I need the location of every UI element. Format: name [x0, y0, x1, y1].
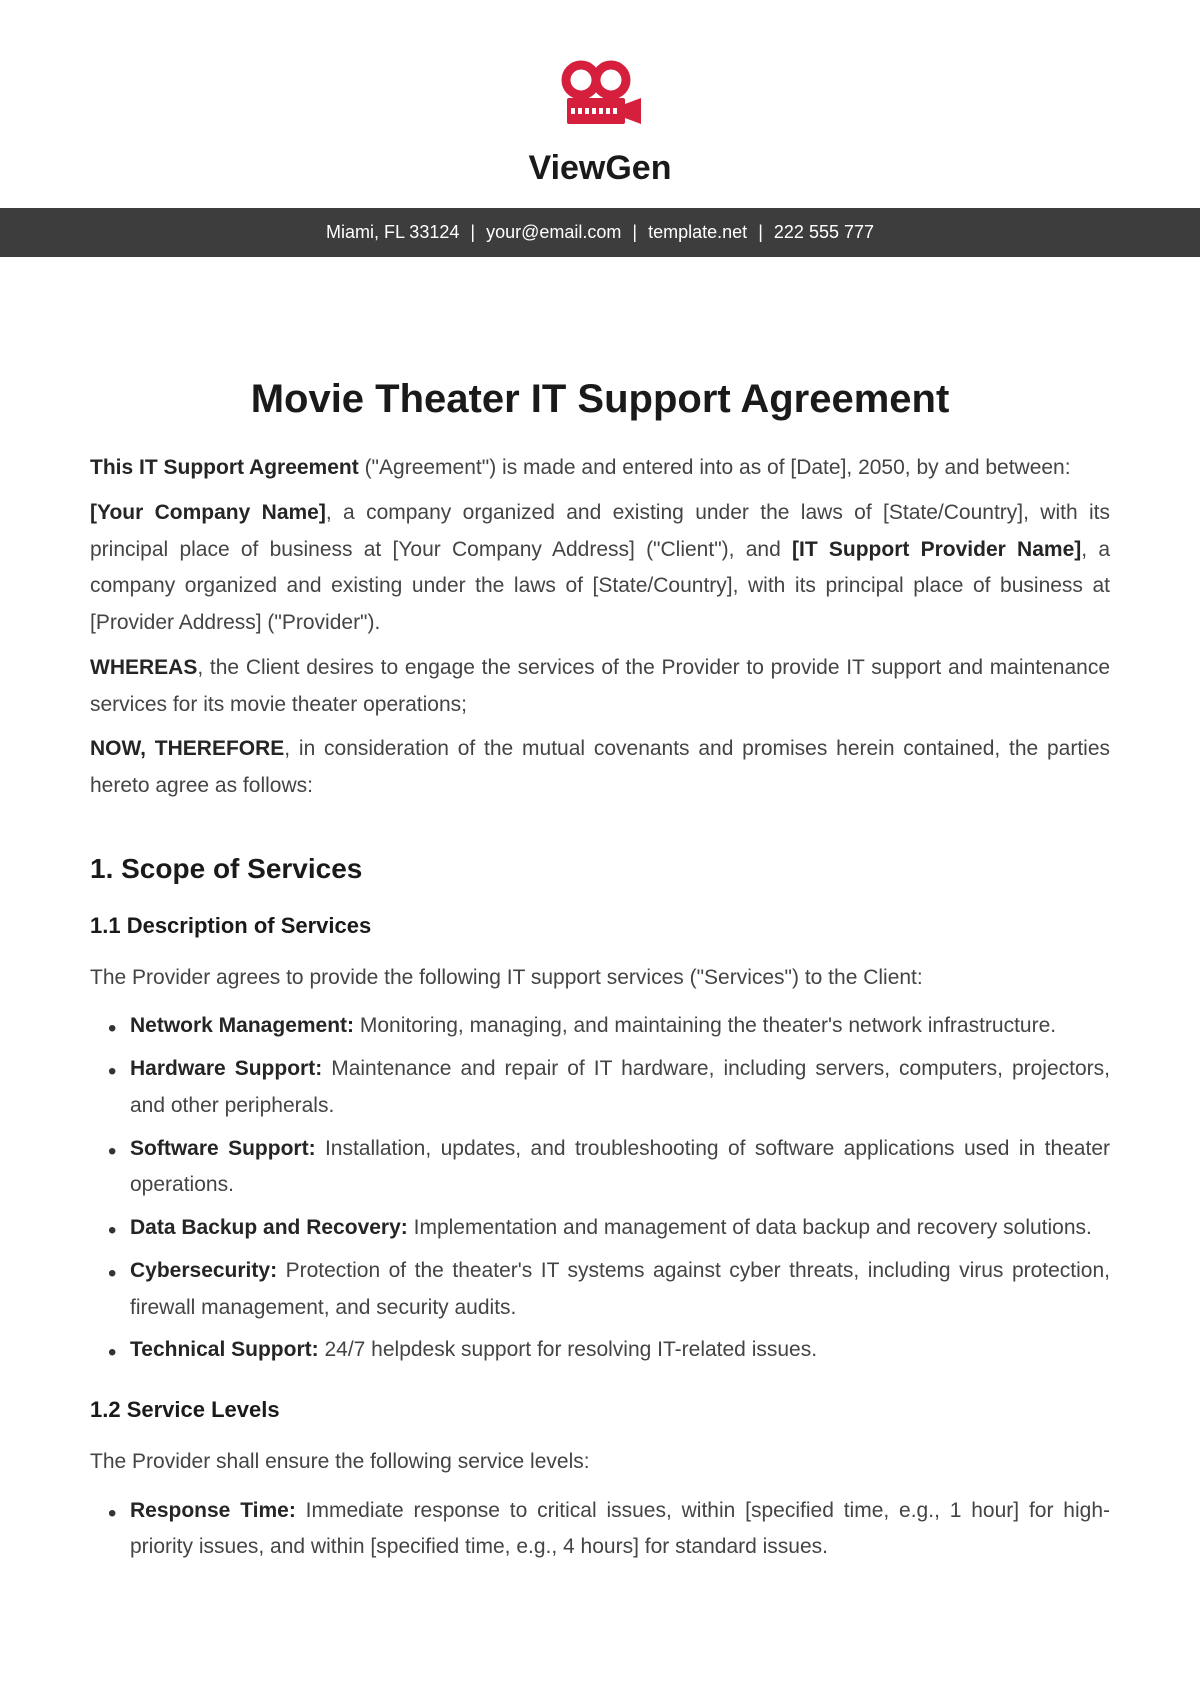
- whereas-paragraph: WHEREAS, the Client desires to engage th…: [90, 650, 1110, 724]
- brand-name: ViewGen: [0, 149, 1200, 188]
- subsection-1-2-intro: The Provider shall ensure the following …: [90, 1445, 1110, 1479]
- list-item: Technical Support: 24/7 helpdesk support…: [108, 1332, 1110, 1369]
- list-item: Hardware Support: Maintenance and repair…: [108, 1051, 1110, 1125]
- intro-lead-rest: ("Agreement") is made and entered into a…: [359, 456, 1071, 479]
- contact-phone: 222 555 777: [774, 222, 874, 242]
- level-label: Response Time:: [130, 1499, 296, 1522]
- service-label: Software Support:: [130, 1137, 316, 1160]
- intro-paragraph-2: [Your Company Name], a company organized…: [90, 495, 1110, 642]
- intro-lead-bold: This IT Support Agreement: [90, 456, 359, 479]
- document-title: Movie Theater IT Support Agreement: [90, 377, 1110, 422]
- whereas-bold: WHEREAS: [90, 656, 197, 679]
- service-label: Data Backup and Recovery:: [130, 1216, 408, 1239]
- header-logo-area: ViewGen: [0, 0, 1200, 208]
- service-desc: 24/7 helpdesk support for resolving IT-r…: [319, 1338, 817, 1361]
- contact-address: Miami, FL 33124: [326, 222, 459, 242]
- whereas-rest: , the Client desires to engage the servi…: [90, 656, 1110, 716]
- contact-separator: |: [632, 222, 637, 242]
- intro-paragraph-1: This IT Support Agreement ("Agreement") …: [90, 450, 1110, 487]
- list-item: Data Backup and Recovery: Implementation…: [108, 1210, 1110, 1247]
- services-list: Network Management: Monitoring, managing…: [90, 1008, 1110, 1369]
- party1-bold: [Your Company Name]: [90, 501, 326, 524]
- service-levels-list: Response Time: Immediate response to cri…: [90, 1493, 1110, 1567]
- service-desc: Implementation and management of data ba…: [408, 1216, 1092, 1239]
- subsection-1-1-heading: 1.1 Description of Services: [90, 913, 1110, 939]
- subsection-1-1-intro: The Provider agrees to provide the follo…: [90, 961, 1110, 995]
- service-label: Cybersecurity:: [130, 1259, 277, 1282]
- brand-logo: [545, 60, 655, 143]
- service-label: Technical Support:: [130, 1338, 319, 1361]
- service-label: Hardware Support:: [130, 1057, 322, 1080]
- contact-bar: Miami, FL 33124 | your@email.com | templ…: [0, 208, 1200, 257]
- contact-website: template.net: [648, 222, 747, 242]
- section-1-heading: 1. Scope of Services: [90, 853, 1110, 885]
- party2-bold: [IT Support Provider Name]: [792, 538, 1081, 561]
- now-bold: NOW, THEREFORE: [90, 737, 284, 760]
- subsection-1-2-heading: 1.2 Service Levels: [90, 1397, 1110, 1423]
- now-therefore-paragraph: NOW, THEREFORE, in consideration of the …: [90, 731, 1110, 805]
- service-desc: Protection of the theater's IT systems a…: [130, 1259, 1110, 1319]
- contact-separator: |: [470, 222, 475, 242]
- list-item: Software Support: Installation, updates,…: [108, 1131, 1110, 1205]
- contact-email: your@email.com: [486, 222, 621, 242]
- document-body: Movie Theater IT Support Agreement This …: [0, 257, 1200, 1634]
- list-item: Response Time: Immediate response to cri…: [108, 1493, 1110, 1567]
- service-desc: Monitoring, managing, and maintaining th…: [354, 1014, 1056, 1037]
- list-item: Network Management: Monitoring, managing…: [108, 1008, 1110, 1045]
- service-label: Network Management:: [130, 1014, 354, 1037]
- list-item: Cybersecurity: Protection of the theater…: [108, 1253, 1110, 1327]
- contact-separator: |: [758, 222, 763, 242]
